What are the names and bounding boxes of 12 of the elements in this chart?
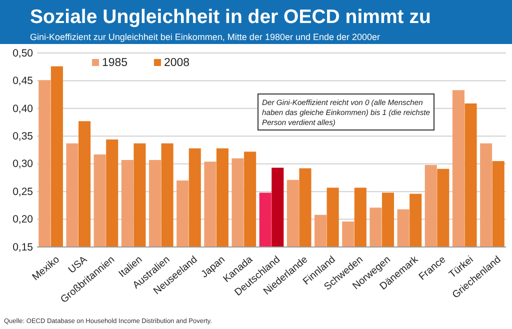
y-tick-label: 0,20 (12, 214, 34, 226)
chart-subtitle: Gini-Koeffizient zur Ungleichheit bei Einkommen, Mitte der 1980er und Ende der 2000er (30, 32, 380, 42)
y-tick-label: 0,45 (12, 75, 34, 88)
y-tick-label: 0,40 (12, 102, 34, 115)
legend-label: 1985 (102, 57, 128, 69)
y-tick-label: 0,15 (12, 241, 34, 254)
y-tick-label: 0,30 (12, 158, 34, 170)
y-tick-label: 0,50 (12, 47, 34, 60)
y-tick-label: 0,35 (12, 130, 34, 143)
chart-title: Soziale Ungleichheit in der OECD nimmt zu (30, 6, 431, 28)
y-tick-label: 0,25 (12, 186, 34, 198)
legend-label: 2008 (164, 57, 190, 69)
